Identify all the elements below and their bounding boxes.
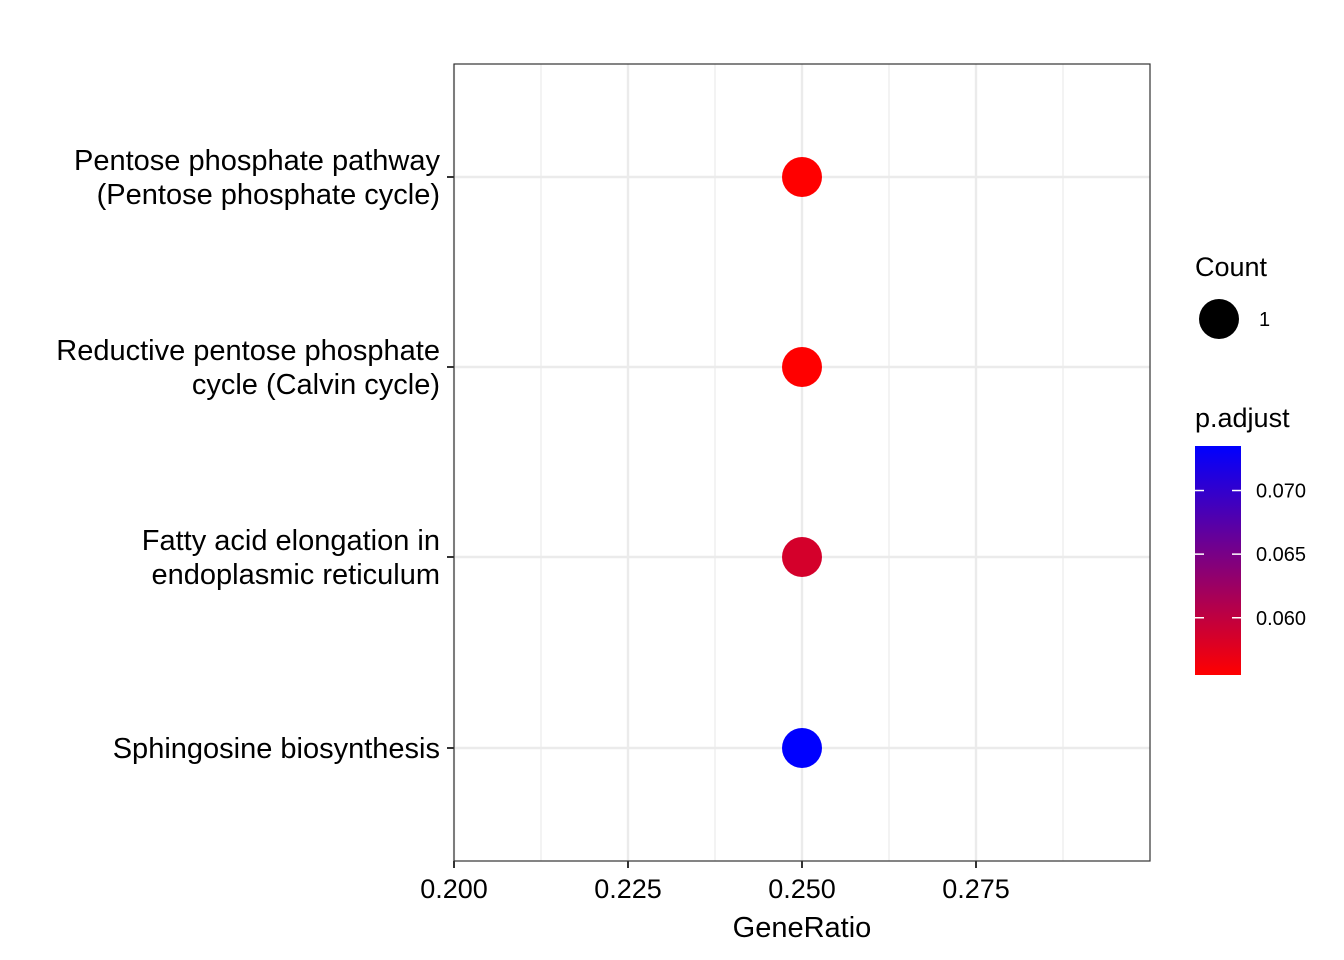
size-legend-entries: 1: [1199, 299, 1270, 339]
color-legend-ticks: 0.060 0.065 0.070: [1195, 481, 1306, 630]
y-tick-label: Pentose phosphate pathway: [74, 145, 440, 177]
y-tick-label: Reductive pentose phosphate: [56, 335, 440, 367]
color-bar: [1195, 446, 1241, 675]
size-legend-key: [1199, 299, 1239, 339]
color-legend-title: p.adjust: [1195, 403, 1290, 433]
y-tick-label: Sphingosine biosynthesis: [113, 733, 440, 765]
size-legend-label: 1: [1259, 309, 1270, 331]
y-axis: Pentose phosphate pathway(Pentose phosph…: [56, 145, 454, 765]
data-point: [782, 157, 822, 197]
color-legend-label: 0.070: [1256, 481, 1306, 503]
data-points: [782, 157, 822, 768]
minor-gridlines: [540, 64, 1064, 861]
x-tick-label: 0.200: [420, 874, 488, 904]
color-legend-label: 0.065: [1256, 544, 1306, 566]
x-tick-label: 0.225: [594, 874, 662, 904]
size-legend-title: Count: [1195, 252, 1268, 282]
x-axis: 0.200 0.225 0.250 0.275: [420, 861, 1010, 904]
x-axis-title: GeneRatio: [733, 912, 872, 944]
y-tick-label: (Pentose phosphate cycle): [97, 179, 440, 211]
plot-area: [452, 63, 1151, 862]
y-tick-label: Fatty acid elongation in: [142, 525, 440, 557]
data-point: [782, 728, 822, 768]
x-tick-label: 0.275: [942, 874, 1010, 904]
data-point: [782, 537, 822, 577]
y-tick-label: endoplasmic reticulum: [151, 559, 440, 591]
data-point: [782, 347, 822, 387]
y-tick-label: cycle (Calvin cycle): [192, 369, 440, 401]
color-legend-label: 0.060: [1256, 608, 1306, 630]
x-tick-label: 0.250: [768, 874, 836, 904]
legend: Count 1 p.adjust 0.060 0.065 0.070: [1195, 252, 1306, 675]
